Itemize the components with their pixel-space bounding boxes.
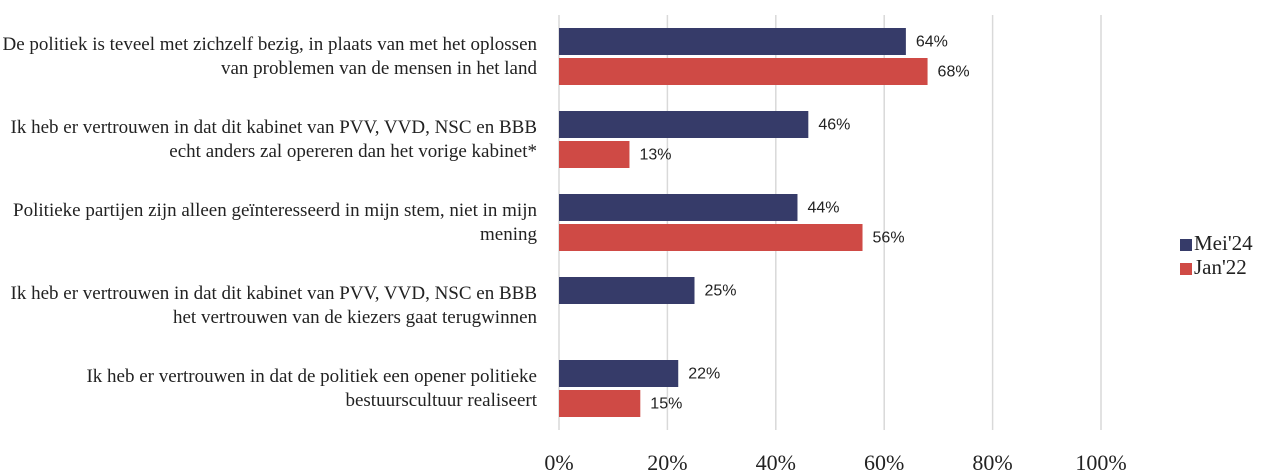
data-label: 56% [873, 230, 905, 247]
bar [559, 141, 630, 168]
data-label: 68% [938, 64, 970, 81]
legend-swatch [1180, 263, 1192, 275]
category-label: Ik heb er vertrouwen in dat dit kabinet … [10, 116, 538, 162]
bar [559, 277, 695, 304]
bar [559, 390, 641, 417]
x-tick-label: 100% [1075, 450, 1126, 473]
x-tick-label: 60% [864, 450, 904, 473]
x-tick-label: 40% [756, 450, 796, 473]
data-label: 13% [639, 147, 671, 164]
x-tick-label: 20% [647, 450, 687, 473]
bar [559, 58, 928, 85]
data-label: 22% [688, 366, 720, 383]
bar [559, 224, 863, 251]
bar [559, 28, 906, 55]
data-label: 46% [818, 117, 850, 134]
x-tick-label: 80% [972, 450, 1012, 473]
bar [559, 111, 809, 138]
category-label: Ik heb er vertrouwen in dat dit kabinet … [10, 282, 538, 328]
legend-label: Jan'22 [1194, 255, 1247, 279]
data-label: 44% [807, 200, 839, 217]
bar [559, 194, 798, 221]
data-label: 15% [650, 396, 682, 413]
data-label: 64% [916, 34, 948, 51]
category-label: Politieke partijen zijn alleen geïnteres… [13, 199, 537, 245]
x-tick-label: 0% [544, 450, 573, 473]
category-label: Ik heb er vertrouwen in dat de politiek … [86, 365, 537, 411]
legend-swatch [1180, 239, 1192, 251]
category-label: De politiek is teveel met zichzelf bezig… [2, 33, 537, 79]
data-label: 25% [705, 283, 737, 300]
legend-label: Mei'24 [1194, 231, 1253, 255]
bar [559, 360, 679, 387]
